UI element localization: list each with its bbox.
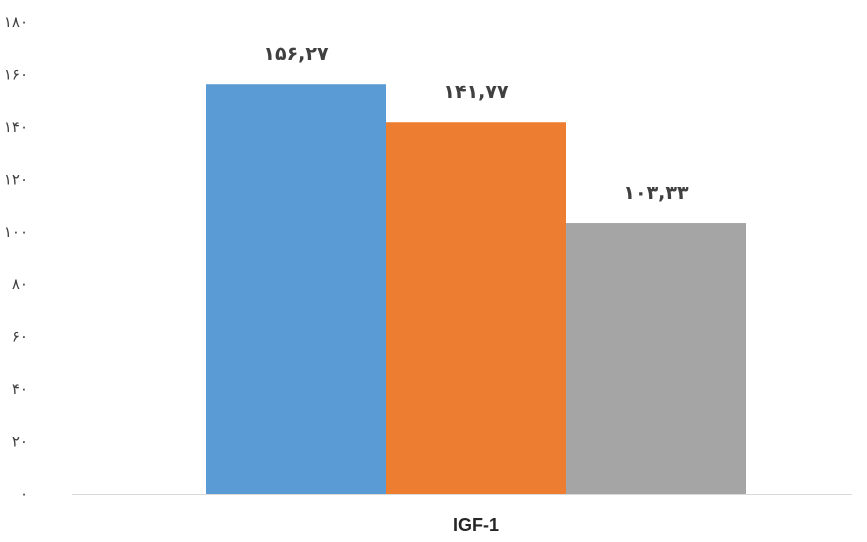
data-label-2: ۱۴۱,۷۷ [443,81,509,103]
data-label-1: ۱۵۶,۲۷ [263,43,329,65]
y-tick-label: ۴۰ [12,380,28,398]
y-axis-ticks: ۰ ۲۰ ۴۰ ۶۰ ۸۰ ۱۰۰ ۱۲۰ ۱۴۰ ۱۶۰ ۱۸۰ [4,13,28,503]
y-tick-label: ۲۰ [12,433,28,451]
y-tick-label: ۱۰۰ [4,223,28,241]
y-tick-label: ۶۰ [12,328,28,346]
y-tick-label: ۰ [20,485,28,503]
data-label-3: ۱۰۳,۳۳ [623,182,689,204]
y-tick-label: ۱۸۰ [4,13,28,31]
category-labels: IGF-1 [453,515,499,535]
data-labels: ۱۵۶,۲۷ ۱۴۱,۷۷ ۱۰۳,۳۳ [263,43,689,204]
category-label: IGF-1 [453,515,499,535]
y-tick-label: ۱۴۰ [4,118,28,136]
bar-1 [206,84,386,494]
y-tick-label: ۱۶۰ [4,65,28,83]
bars [206,84,746,494]
bar-3 [566,223,746,494]
y-tick-label: ۱۲۰ [4,170,28,188]
y-tick-label: ۸۰ [12,275,28,293]
bar-2 [386,122,566,494]
